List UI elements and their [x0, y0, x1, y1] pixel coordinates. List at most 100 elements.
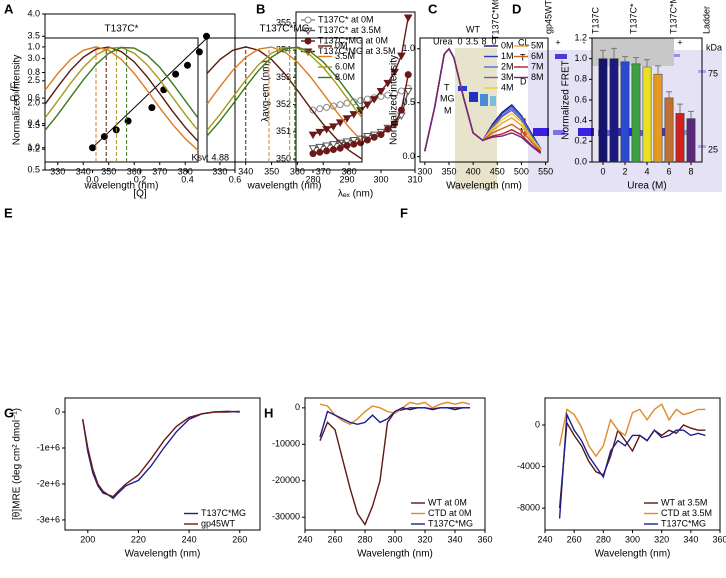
plot-frame — [419, 37, 549, 163]
y-tick-label: 0.8 — [27, 67, 40, 77]
plot-frame — [64, 397, 261, 531]
line — [319, 401, 471, 426]
band-label: M — [444, 105, 452, 115]
x-tick-label: 280 — [357, 534, 372, 544]
gel-label: Urea — [433, 36, 453, 46]
marker — [335, 119, 345, 127]
gel-label: kDa — [706, 42, 722, 52]
x-tick-label: 360 — [127, 166, 142, 176]
x-tick-label: 300 — [625, 534, 640, 544]
y-tick-label: 1.5 — [27, 120, 40, 130]
x-tick-label: 320 — [654, 534, 669, 544]
x-axis-label: Wavelength (nm) — [595, 549, 671, 560]
y-tick-label: 0.6 — [574, 94, 587, 104]
marker — [329, 146, 337, 154]
y-tick-label: 0.8 — [574, 74, 587, 84]
y-tick-label: 0.5 — [402, 97, 415, 107]
x-tick-label: 360 — [712, 534, 726, 544]
line — [319, 407, 470, 438]
marker — [308, 131, 318, 140]
marker — [390, 68, 399, 77]
gel-band — [533, 128, 549, 136]
x-tick-label: 220 — [131, 534, 146, 544]
marker — [403, 88, 413, 96]
marker — [363, 95, 371, 103]
y-tick-label: 1.0 — [402, 43, 415, 53]
bar — [653, 73, 663, 163]
marker — [349, 137, 359, 145]
y-tick-label: 0.4 — [27, 118, 40, 128]
gel-label: T137C*MG — [490, 0, 500, 40]
x-tick-label: 340 — [76, 166, 91, 176]
marker — [329, 141, 338, 149]
marker-label: 75 — [708, 68, 718, 78]
y-tick-label: 0 — [535, 419, 540, 429]
panel-label: E — [4, 205, 13, 220]
band-label: D — [520, 76, 527, 86]
chart-title: T137C* — [105, 24, 139, 35]
marker — [391, 90, 399, 98]
y-tick-label: 2.5 — [27, 75, 40, 85]
error-bar — [622, 56, 628, 62]
panel-label: A — [4, 1, 14, 16]
legend-label: gp45WT — [201, 518, 236, 528]
legend-label: T137C* at 0M — [318, 14, 374, 24]
marker-label: 25 — [708, 144, 718, 154]
gel-band — [480, 94, 488, 106]
legend-label: T137C*MG — [661, 518, 706, 528]
y-tick-label: 350 — [276, 153, 291, 163]
marker — [404, 71, 412, 79]
chart-title: T137C*MG — [259, 24, 309, 35]
line — [82, 410, 240, 500]
marker — [336, 144, 344, 152]
marker — [309, 150, 317, 158]
y-tick-label: 1.0 — [27, 41, 40, 51]
panel-label: C — [428, 1, 438, 16]
gel-label: CL — [518, 37, 530, 47]
chart: 330 340 350 360 370 380 T137C*MG wavelength (nm… — [206, 24, 363, 192]
x-tick-label: 0.2 — [134, 174, 147, 184]
chart: 240 260 280 300 320 340 360 0 -4000 -8000 Waveleng… — [517, 397, 726, 560]
marker — [397, 52, 406, 61]
x-tick-label: 340 — [238, 166, 253, 176]
x-tick-label: 290 — [339, 174, 354, 184]
marker — [370, 133, 378, 141]
chart: 0.0 0.2 0.4 0.6 0.5 1.0 1.5 2.0 2.5 3.0 3.5 4.0 [Q] F… — [10, 8, 242, 199]
y-tick-label: 0.2 — [574, 136, 587, 146]
sample-label: T137C — [590, 6, 600, 34]
x-tick-label: 0 — [600, 166, 605, 176]
y-axis-label: [θ]MRE (deg cm² dmol⁻¹) — [12, 408, 23, 520]
legend-label: 7M — [531, 61, 544, 71]
x-tick-label: 320 — [417, 534, 432, 544]
legend-label: 6M — [531, 51, 544, 61]
bar — [598, 58, 608, 163]
marker — [148, 104, 156, 112]
x-tick-label: 300 — [387, 534, 402, 544]
line — [558, 420, 706, 509]
lane-label: 8 — [481, 36, 486, 46]
x-tick-label: 350 — [441, 166, 456, 176]
x-axis-label: wavelength (nm) — [247, 181, 322, 192]
band-label: MG — [440, 93, 455, 103]
marker — [350, 140, 358, 148]
x-axis-label: Wavelength (nm) — [125, 549, 201, 560]
marker — [369, 96, 379, 104]
chart: 330 340 350 360 370 380 0.2 0.4 0.6 0.8 1.0 T137C* w… — [12, 24, 199, 192]
legend-label: 0M — [335, 40, 348, 50]
marker — [315, 128, 325, 137]
x-tick-label: 370 — [316, 166, 331, 176]
sign-label: - — [583, 37, 586, 47]
y-tick-label: -3e+6 — [37, 514, 60, 524]
band-label: M — [520, 126, 528, 136]
y-tick-label: 352 — [276, 99, 291, 109]
marker — [315, 143, 325, 152]
plot-frame — [206, 37, 363, 163]
chart: 240 260 280 300 320 340 360 0 -10000 -20000 -30000… — [272, 397, 493, 560]
legend-label: 3.5M — [335, 51, 355, 61]
x-tick-label: 370 — [152, 166, 167, 176]
y-tick-label: 353 — [276, 72, 291, 82]
y-tick-label: 0 — [295, 402, 300, 412]
x-tick-label: 280 — [596, 534, 611, 544]
